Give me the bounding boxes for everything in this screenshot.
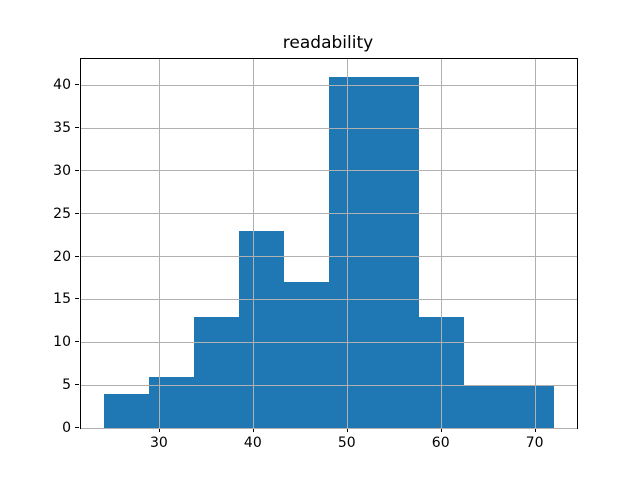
y-tick-label: 40 bbox=[53, 77, 71, 94]
x-tick-mark bbox=[158, 428, 160, 432]
y-tick-label: 0 bbox=[62, 420, 71, 436]
histogram-bar bbox=[464, 385, 510, 428]
gridline bbox=[253, 59, 255, 428]
y-tick-label: 25 bbox=[53, 205, 71, 222]
histogram-bar bbox=[193, 316, 239, 428]
gridline bbox=[81, 298, 577, 300]
gridline bbox=[81, 427, 577, 429]
y-tick-label: 10 bbox=[53, 334, 71, 351]
x-tick-mark bbox=[252, 428, 254, 432]
gridline bbox=[81, 84, 577, 86]
y-tick-mark bbox=[75, 169, 79, 171]
y-tick-label: 15 bbox=[53, 291, 71, 308]
x-tick-label: 50 bbox=[337, 435, 356, 451]
gridline bbox=[81, 256, 577, 258]
chart-title: readability bbox=[282, 33, 374, 53]
x-tick-mark bbox=[346, 428, 348, 432]
gridline bbox=[159, 59, 161, 428]
gridline bbox=[81, 170, 577, 172]
y-tick-mark bbox=[75, 255, 79, 257]
histogram-bar bbox=[329, 76, 375, 428]
histogram-bar bbox=[283, 282, 329, 428]
y-tick-mark bbox=[75, 127, 79, 128]
gridline bbox=[81, 213, 577, 215]
gridline bbox=[81, 127, 577, 129]
histogram-bar bbox=[238, 230, 284, 428]
y-tick-mark bbox=[75, 84, 79, 86]
y-tick-mark bbox=[75, 212, 79, 214]
x-tick-label: 30 bbox=[149, 435, 168, 451]
x-tick-label: 40 bbox=[243, 435, 262, 451]
y-tick-mark bbox=[75, 298, 79, 300]
gridline bbox=[441, 59, 443, 428]
y-tick-mark bbox=[75, 384, 79, 386]
y-tick-mark bbox=[75, 427, 79, 428]
gridline bbox=[81, 384, 577, 386]
x-tick-label: 70 bbox=[525, 435, 544, 451]
x-tick-label: 60 bbox=[431, 435, 450, 451]
histogram-bar bbox=[103, 393, 149, 428]
y-tick-mark bbox=[75, 341, 79, 343]
gridline bbox=[535, 59, 537, 428]
x-tick-mark bbox=[440, 428, 442, 432]
y-tick-label: 30 bbox=[53, 162, 71, 179]
histogram-bar bbox=[509, 385, 555, 428]
gridline bbox=[347, 59, 349, 428]
y-tick-label: 5 bbox=[62, 377, 71, 394]
y-tick-label: 35 bbox=[53, 120, 71, 136]
x-tick-mark bbox=[534, 428, 536, 432]
gridline bbox=[81, 341, 577, 343]
plot-area bbox=[80, 58, 578, 429]
y-tick-label: 20 bbox=[53, 248, 71, 265]
histogram-bar bbox=[374, 76, 420, 428]
